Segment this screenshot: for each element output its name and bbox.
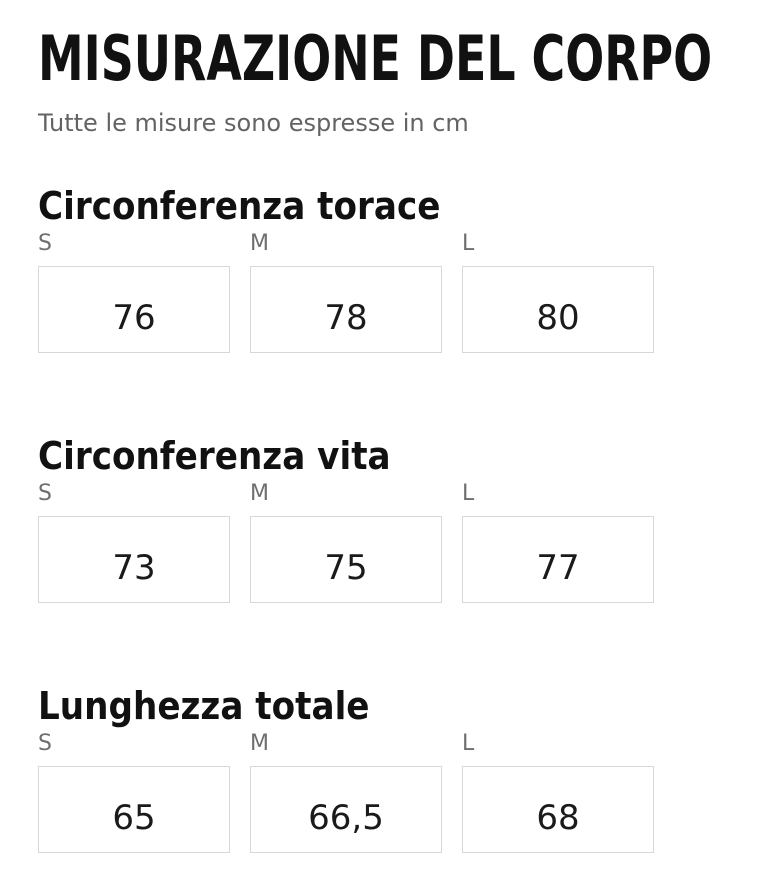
measurement-value: 73 — [112, 547, 156, 588]
measurement-value: 76 — [112, 297, 156, 338]
measurement-cell-l: 68 — [462, 766, 654, 853]
size-label-m: M — [250, 231, 269, 256]
measurement-value: 77 — [536, 547, 580, 588]
measurement-row: 76 78 80 — [38, 266, 654, 353]
section-chest-circumference: Circonferenza torace S M L 76 78 80 — [38, 187, 654, 353]
measurement-cell-s: 73 — [38, 516, 230, 603]
size-label-s: S — [38, 231, 52, 256]
measurement-value: 65 — [112, 797, 156, 838]
measurement-cell-m: 66,5 — [250, 766, 442, 853]
page-subtitle: Tutte le misure sono espresse in cm — [38, 109, 469, 137]
section-total-length: Lunghezza totale S M L 65 66,5 68 — [38, 687, 654, 853]
section-waist-circumference: Circonferenza vita S M L 73 75 77 — [38, 437, 654, 603]
section-heading: Lunghezza totale — [38, 684, 370, 728]
size-labels-row: S M L — [38, 733, 654, 755]
size-guide-panel: MISURAZIONE DEL CORPO Tutte le misure so… — [38, 22, 713, 853]
size-label-l: L — [462, 481, 475, 506]
measurement-cell-s: 65 — [38, 766, 230, 853]
measurement-value: 68 — [536, 797, 580, 838]
measurement-cell-m: 78 — [250, 266, 442, 353]
size-label-s: S — [38, 481, 52, 506]
page-title: MISURAZIONE DEL CORPO — [38, 22, 713, 95]
size-label-l: L — [462, 231, 475, 256]
measurement-value: 75 — [324, 547, 368, 588]
measurement-value: 66,5 — [308, 797, 384, 838]
size-label-m: M — [250, 731, 269, 756]
section-heading: Circonferenza vita — [38, 434, 391, 478]
measurement-cell-m: 75 — [250, 516, 442, 603]
measurement-row: 65 66,5 68 — [38, 766, 654, 853]
measurement-value: 80 — [536, 297, 580, 338]
measurement-row: 73 75 77 — [38, 516, 654, 603]
size-label-s: S — [38, 731, 52, 756]
measurement-cell-s: 76 — [38, 266, 230, 353]
size-label-m: M — [250, 481, 269, 506]
size-labels-row: S M L — [38, 233, 654, 255]
section-heading: Circonferenza torace — [38, 184, 441, 228]
measurement-cell-l: 77 — [462, 516, 654, 603]
size-label-l: L — [462, 731, 475, 756]
measurement-cell-l: 80 — [462, 266, 654, 353]
measurement-value: 78 — [324, 297, 368, 338]
size-labels-row: S M L — [38, 483, 654, 505]
